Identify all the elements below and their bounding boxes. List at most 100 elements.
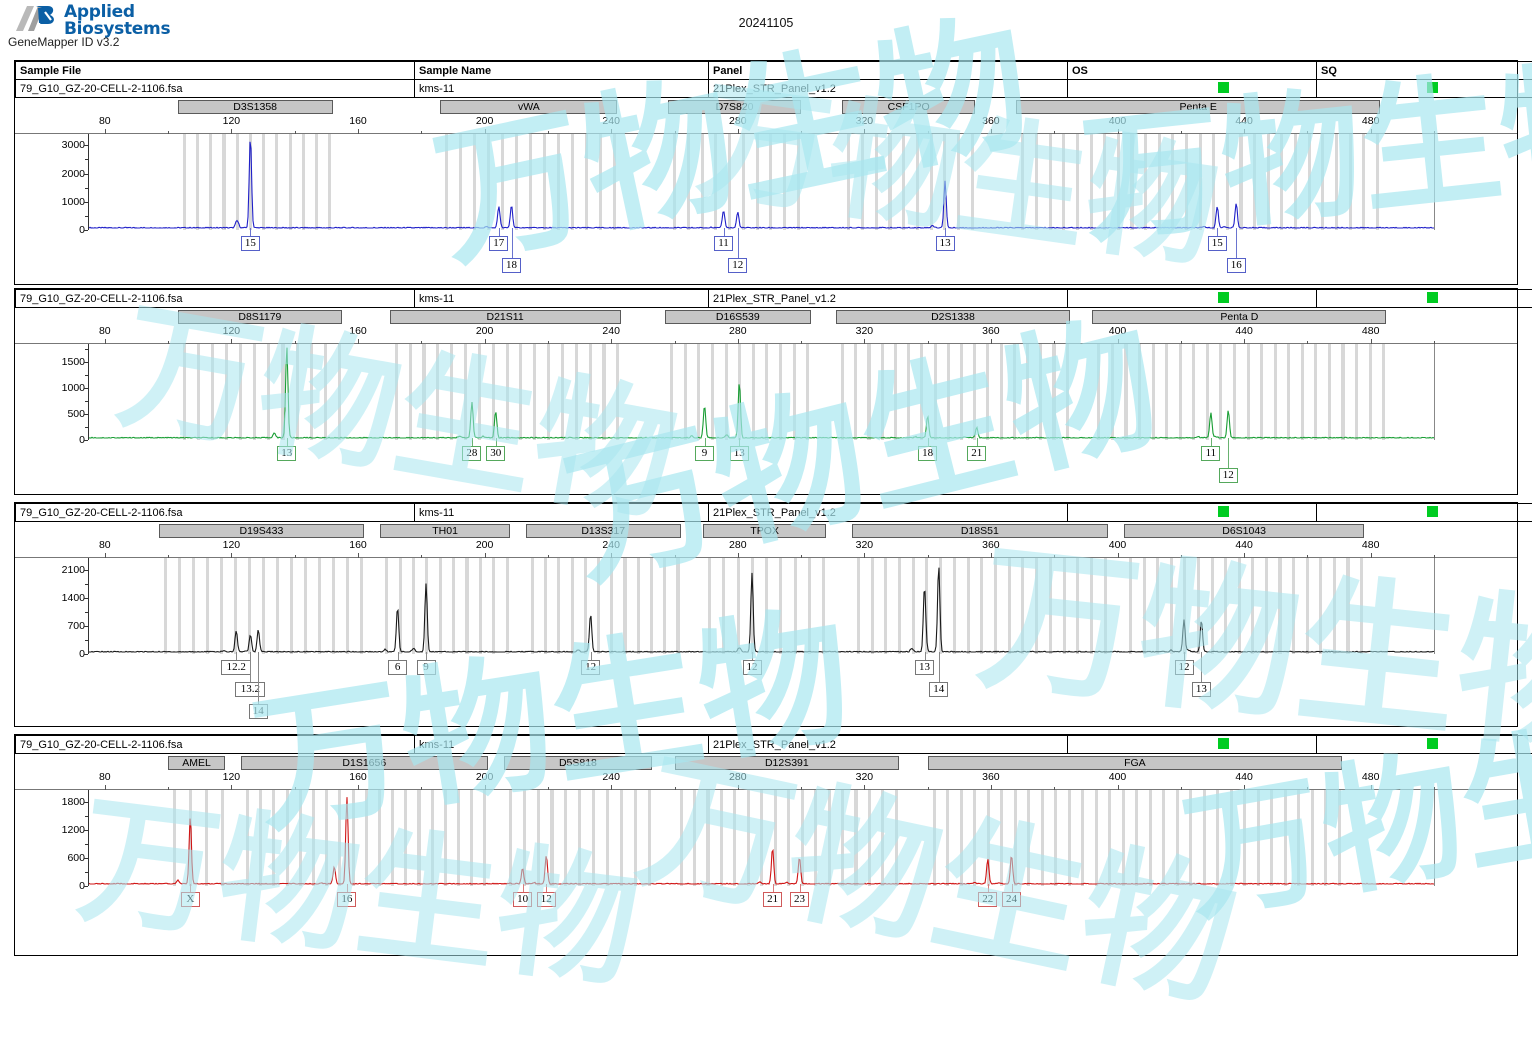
x-tick-label: 360 (982, 539, 1000, 551)
allele-call[interactable]: 18 (918, 446, 937, 461)
cell-os (1068, 504, 1317, 522)
marker-D2S1338[interactable]: D2S1338 (836, 310, 1070, 324)
marker-D19S433[interactable]: D19S433 (159, 524, 365, 538)
marker-Penta D[interactable]: Penta D (1092, 310, 1386, 324)
allele-call[interactable]: 12 (743, 660, 762, 675)
cell-panel: 21Plex_STR_Panel_v1.2 (709, 736, 1068, 754)
trace-plot-green[interactable] (89, 344, 1435, 440)
allele-call[interactable]: 16 (1227, 258, 1246, 273)
allele-call[interactable]: 13.2 (235, 682, 265, 697)
allele-call[interactable]: 13 (1192, 682, 1211, 697)
marker-D12S391[interactable]: D12S391 (675, 756, 900, 770)
x-tick-label: 440 (1235, 115, 1253, 127)
allele-call[interactable]: 14 (929, 682, 948, 697)
marker-D18S51[interactable]: D18S51 (852, 524, 1108, 538)
x-tick-label: 80 (99, 325, 111, 337)
col-header-os: OS (1068, 62, 1317, 80)
marker-D21S11[interactable]: D21S11 (390, 310, 621, 324)
x-tick-label: 160 (349, 115, 367, 127)
allele-call[interactable]: 15 (241, 236, 260, 251)
marker-bar-row: D8S1179 D21S11 D16S539 D2S1338 Penta D (15, 310, 1517, 325)
cell-sample-file: 79_G10_GZ-20-CELL-2-1106.fsa (16, 290, 415, 308)
marker-CSF1PO[interactable]: CSF1PO (842, 100, 975, 114)
allele-call[interactable]: 21 (967, 446, 986, 461)
marker-D8S1179[interactable]: D8S1179 (178, 310, 343, 324)
marker-D16S539[interactable]: D16S539 (665, 310, 811, 324)
allele-call[interactable]: 15 (1208, 236, 1227, 251)
allele-call[interactable]: 12 (1175, 660, 1194, 675)
y-tick-label: 0 (45, 224, 85, 236)
allele-call[interactable]: X (181, 892, 200, 907)
x-tick-label: 480 (1362, 115, 1380, 127)
marker-D1S1656[interactable]: D1S1656 (241, 756, 488, 770)
marker-Penta E[interactable]: Penta E (1016, 100, 1380, 114)
y-tick (84, 598, 88, 599)
allele-call[interactable]: 11 (1201, 446, 1220, 461)
trace-plot-blue[interactable] (89, 134, 1435, 230)
x-tick-label: 360 (982, 771, 1000, 783)
marker-D7S820[interactable]: D7S820 (668, 100, 801, 114)
allele-call[interactable]: 16 (337, 892, 356, 907)
trace-plot-black[interactable] (89, 558, 1435, 654)
marker-D3S1358[interactable]: D3S1358 (178, 100, 333, 114)
x-tick-label: 120 (223, 115, 241, 127)
x-tick-label: 480 (1362, 539, 1380, 551)
y-minor-tick (85, 159, 88, 160)
allele-call[interactable]: 18 (502, 258, 521, 273)
allele-call[interactable]: 12 (581, 660, 600, 675)
y-tick (84, 830, 88, 831)
x-tick-label: 280 (729, 325, 747, 337)
allele-call[interactable]: 9 (695, 446, 714, 461)
marker-vWA[interactable]: vWA (440, 100, 617, 114)
cell-sq (1317, 736, 1532, 754)
marker-bar-row: AMEL D1S1656 D5S818 D12S391 FGA (15, 756, 1517, 771)
allele-call[interactable]: 9 (417, 660, 436, 675)
allele-call[interactable]: 13 (936, 236, 955, 251)
allele-call[interactable]: 13 (277, 446, 296, 461)
allele-call[interactable]: 12 (537, 892, 556, 907)
allele-call[interactable]: 11 (714, 236, 733, 251)
allele-call[interactable]: 30 (486, 446, 505, 461)
allele-call[interactable]: 12.2 (221, 660, 251, 675)
x-tick-label: 160 (349, 539, 367, 551)
cell-sample-file: 79_G10_GZ-20-CELL-2-1106.fsa (16, 80, 415, 98)
allele-call[interactable]: 21 (763, 892, 782, 907)
marker-TPOX[interactable]: TPOX (703, 524, 826, 538)
allele-call[interactable]: 13 (730, 446, 749, 461)
allele-call[interactable]: 23 (790, 892, 809, 907)
allele-call[interactable]: 10 (513, 892, 532, 907)
allele-call[interactable]: 6 (388, 660, 407, 675)
allele-call[interactable]: 12 (728, 258, 747, 273)
allele-call[interactable]: 13 (915, 660, 934, 675)
x-tick-label: 440 (1235, 539, 1253, 551)
allele-call[interactable]: 14 (249, 704, 268, 719)
allele-call[interactable]: 17 (489, 236, 508, 251)
allele-call[interactable]: 12 (1219, 468, 1238, 483)
marker-D6S1043[interactable]: D6S1043 (1124, 524, 1365, 538)
marker-FGA[interactable]: FGA (928, 756, 1343, 770)
trace-plot-red[interactable] (89, 790, 1435, 886)
x-tick-label: 80 (99, 771, 111, 783)
y-minor-tick (85, 816, 88, 817)
x-tick-label: 80 (99, 539, 111, 551)
marker-D5S818[interactable]: D5S818 (504, 756, 653, 770)
marker-TH01[interactable]: TH01 (380, 524, 510, 538)
app-header: Applied Biosystems GeneMapper ID v3.2 20… (0, 0, 1532, 52)
x-tick-label: 280 (729, 115, 747, 127)
marker-D13S317[interactable]: D13S317 (526, 524, 681, 538)
y-minor-tick (85, 349, 88, 350)
y-minor-tick (85, 188, 88, 189)
marker-AMEL[interactable]: AMEL (168, 756, 225, 770)
allele-call[interactable]: 24 (1002, 892, 1021, 907)
allele-call[interactable]: 28 (462, 446, 481, 461)
sq-status-badge (1427, 506, 1438, 517)
allele-call[interactable]: 22 (978, 892, 997, 907)
